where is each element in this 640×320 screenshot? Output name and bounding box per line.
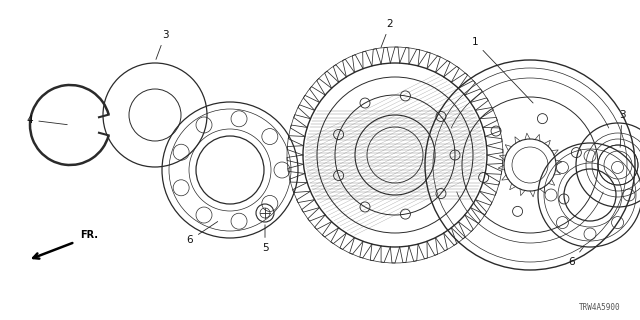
Text: 3: 3 (619, 110, 625, 147)
Text: 1: 1 (472, 37, 533, 103)
Text: 6: 6 (187, 221, 218, 245)
Text: TRW4A5900: TRW4A5900 (579, 303, 621, 313)
Text: 4: 4 (27, 115, 67, 125)
Text: 2: 2 (381, 19, 394, 47)
Text: 6: 6 (569, 247, 583, 267)
Text: 5: 5 (262, 225, 268, 253)
Text: FR.: FR. (80, 230, 98, 240)
Text: 3: 3 (156, 30, 168, 60)
